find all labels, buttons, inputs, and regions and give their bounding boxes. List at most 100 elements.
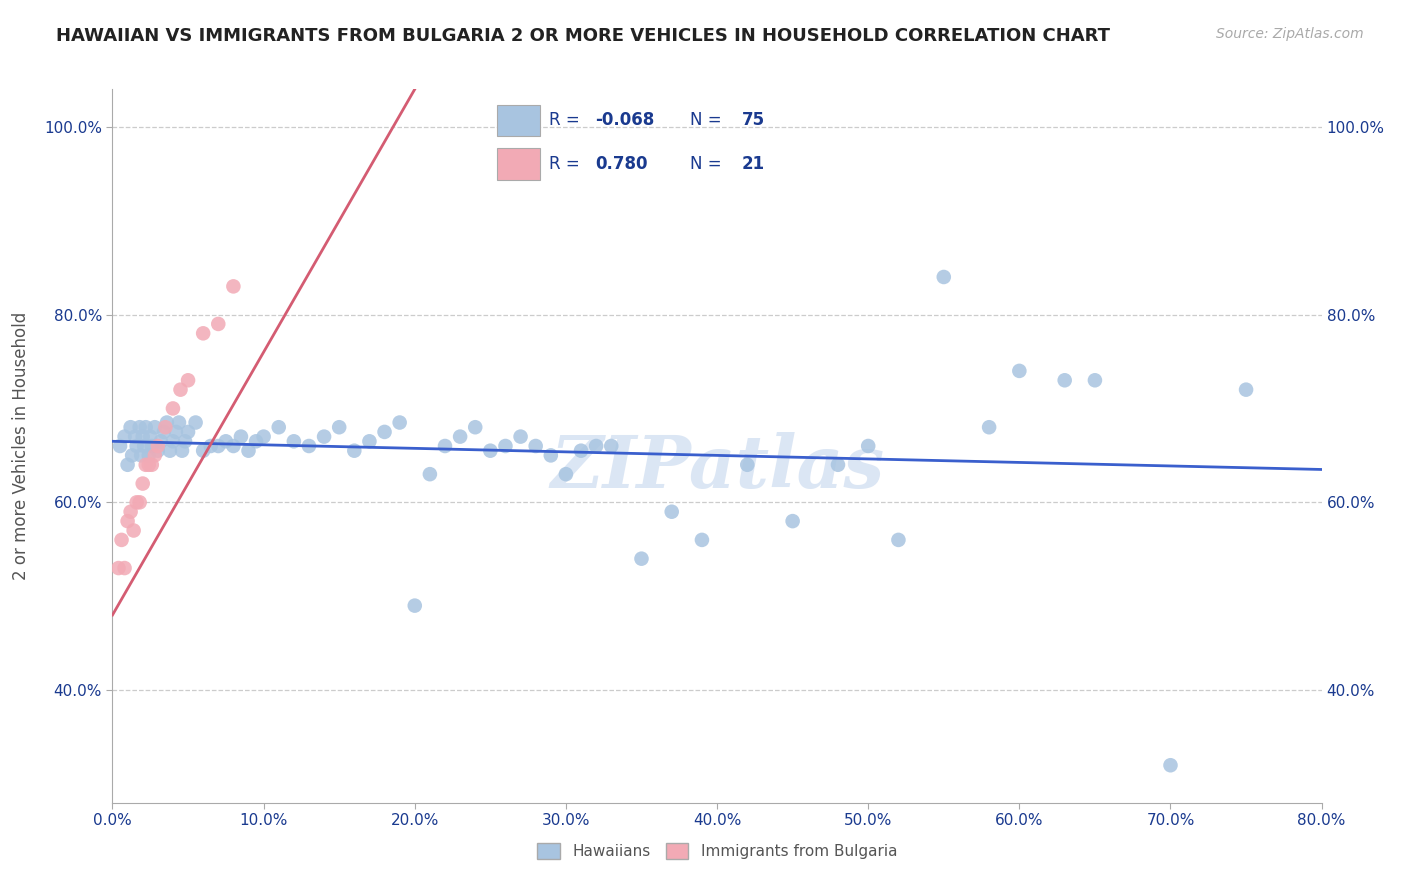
Point [827, 458, 849, 472]
Point [215, 434, 238, 449]
Point [141, 458, 163, 472]
Point [554, 467, 576, 482]
Point [132, 429, 155, 443]
Point [856, 439, 880, 453]
Point [328, 420, 350, 434]
Point [177, 373, 200, 387]
Point [138, 458, 160, 472]
Point [167, 416, 190, 430]
Point [229, 429, 252, 443]
Point [343, 443, 366, 458]
Point [117, 514, 139, 528]
Point [120, 420, 142, 434]
Point [509, 429, 531, 443]
Text: ZIPatlas: ZIPatlas [550, 432, 884, 503]
Point [114, 561, 136, 575]
Point [464, 420, 486, 434]
Point [129, 449, 152, 463]
Point [143, 449, 166, 463]
Point [107, 561, 129, 575]
Point [128, 420, 150, 434]
Point [887, 533, 910, 547]
Point [184, 416, 207, 430]
Point [1053, 373, 1076, 387]
Point [569, 443, 592, 458]
Point [433, 439, 456, 453]
Point [191, 326, 214, 341]
Point [124, 429, 146, 443]
Point [495, 439, 517, 453]
Point [245, 434, 267, 449]
Point [207, 317, 229, 331]
Y-axis label: 2 or more Vehicles in Household: 2 or more Vehicles in Household [13, 312, 30, 580]
Point [222, 279, 245, 293]
Point [298, 439, 321, 453]
Point [146, 443, 169, 458]
Legend: Hawaiians, Immigrants from Bulgaria: Hawaiians, Immigrants from Bulgaria [529, 835, 905, 866]
Point [117, 458, 139, 472]
Point [122, 524, 145, 538]
Point [419, 467, 441, 482]
Point [141, 439, 163, 453]
Point [125, 439, 148, 453]
Point [1084, 373, 1107, 387]
Point [138, 449, 160, 463]
Text: HAWAIIAN VS IMMIGRANTS FROM BULGARIA 2 OR MORE VEHICLES IN HOUSEHOLD CORRELATION: HAWAIIAN VS IMMIGRANTS FROM BULGARIA 2 O… [56, 27, 1111, 45]
Point [1234, 383, 1257, 397]
Point [165, 425, 187, 439]
Point [114, 429, 136, 443]
Point [359, 434, 381, 449]
Point [156, 416, 179, 430]
Point [404, 599, 426, 613]
Point [314, 429, 336, 443]
Point [737, 458, 759, 472]
Point [128, 495, 150, 509]
Point [283, 434, 305, 449]
Point [132, 476, 155, 491]
Point [162, 434, 184, 449]
Point [630, 551, 652, 566]
Point [1159, 758, 1181, 772]
Point [125, 495, 148, 509]
Point [153, 425, 176, 439]
Point [540, 449, 562, 463]
Point [162, 401, 184, 416]
Point [449, 429, 471, 443]
Point [174, 434, 197, 449]
Point [661, 505, 683, 519]
Text: Source: ZipAtlas.com: Source: ZipAtlas.com [1216, 27, 1364, 41]
Point [170, 443, 193, 458]
Point [155, 420, 177, 434]
Point [374, 425, 396, 439]
Point [585, 439, 607, 453]
Point [932, 270, 955, 285]
Point [169, 383, 191, 397]
Point [200, 439, 222, 453]
Point [1008, 364, 1031, 378]
Point [479, 443, 502, 458]
Point [120, 505, 142, 519]
Point [388, 416, 411, 430]
Point [143, 420, 166, 434]
Point [207, 439, 229, 453]
Point [977, 420, 1000, 434]
Point [121, 449, 143, 463]
Point [108, 439, 131, 453]
Point [159, 443, 181, 458]
Point [524, 439, 547, 453]
Point [149, 434, 172, 449]
Point [267, 420, 290, 434]
Point [139, 429, 162, 443]
Point [134, 439, 156, 453]
Point [690, 533, 713, 547]
Point [110, 533, 132, 547]
Point [191, 443, 214, 458]
Point [135, 420, 157, 434]
Point [600, 439, 623, 453]
Point [782, 514, 804, 528]
Point [135, 458, 157, 472]
Point [238, 443, 260, 458]
Point [177, 425, 200, 439]
Point [253, 429, 276, 443]
Point [146, 439, 169, 453]
